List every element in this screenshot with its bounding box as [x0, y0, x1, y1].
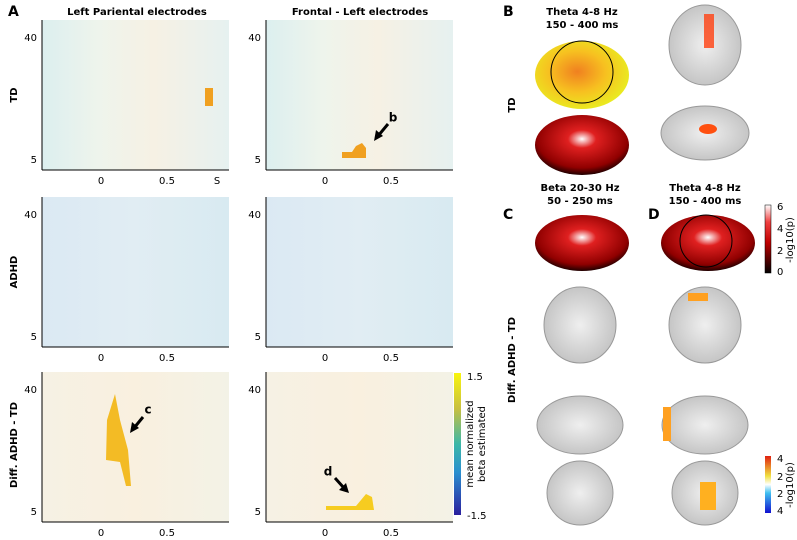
x-tick-label: 0.5 — [383, 176, 399, 187]
colorbar-label: -log10(p) — [785, 217, 796, 263]
brain-activation — [699, 124, 717, 134]
annotation: b — [389, 111, 398, 125]
colorbar-tick: 2 — [777, 472, 783, 483]
row-label: TD — [9, 87, 20, 102]
x-tick-label: 0 — [322, 528, 328, 539]
topomap — [535, 115, 629, 175]
cluster — [205, 88, 213, 106]
colorbar-label: -log10(p) — [785, 462, 796, 508]
panel-label: A — [8, 4, 19, 20]
panel-title: Beta 20-30 Hz — [540, 183, 619, 194]
x-tick-label: 0 — [322, 353, 328, 364]
brain-activation — [663, 407, 671, 441]
column-title: Frontal - Left electrodes — [292, 7, 428, 18]
y-tick-label: 40 — [248, 210, 261, 221]
colorbar-tick: 0 — [777, 267, 783, 278]
brain — [536, 395, 624, 455]
x-tick-label: 0 — [322, 176, 328, 187]
colorbar — [765, 456, 771, 513]
panel-label: B — [503, 4, 514, 20]
colorbar-tick: 2 — [777, 489, 783, 500]
annotation: d — [324, 465, 333, 479]
heatmap — [42, 20, 229, 170]
panel-title: 150 - 400 ms — [669, 196, 742, 207]
colorbar — [454, 373, 461, 515]
x-tick-label: 0.5 — [159, 353, 175, 364]
colorbar-tick: 4 — [777, 454, 783, 465]
colorbar-tick: 4 — [777, 506, 783, 517]
brain-activation — [704, 14, 714, 48]
colorbar — [764, 204, 772, 274]
y-tick-label: 40 — [24, 210, 37, 221]
cluster — [326, 494, 374, 510]
annotation: c — [144, 403, 151, 417]
brain — [668, 286, 742, 364]
y-tick-label: 40 — [24, 33, 37, 44]
column-title: Left Pariental electrodes — [67, 7, 207, 18]
arrow — [333, 476, 346, 490]
x-tick-label: 0.5 — [383, 353, 399, 364]
row-label: Diff. ADHD - TD — [9, 402, 20, 488]
topomap — [535, 41, 629, 109]
brain — [543, 286, 617, 364]
arrow-head — [339, 483, 349, 493]
brain-activation — [700, 482, 716, 510]
colorbar-tick: 1.5 — [467, 372, 483, 383]
x-tick-label: 0.5 — [159, 528, 175, 539]
panel-label: C — [503, 207, 513, 223]
brain — [546, 460, 614, 526]
colorbar-tick: -1.5 — [467, 511, 487, 522]
y-tick-label: 40 — [248, 33, 261, 44]
x-tick-label: 0 — [98, 176, 104, 187]
x-tick-label: 0.5 — [159, 176, 175, 187]
colorbar-label: beta estimated — [477, 406, 488, 482]
row-label: Diff. ADHD - TD — [507, 317, 518, 403]
x-tick-label: 0 — [98, 353, 104, 364]
x-tick-label: 0 — [98, 528, 104, 539]
static-shapes — [106, 4, 772, 526]
heatmap — [266, 372, 453, 522]
arrow-head — [374, 130, 383, 141]
brain — [661, 395, 749, 455]
heatmap — [42, 197, 229, 347]
heatmap — [42, 372, 229, 522]
panel-title: 50 - 250 ms — [547, 196, 613, 207]
heatmap — [266, 197, 453, 347]
y-tick-label: 5 — [31, 332, 37, 343]
row-label: TD — [507, 97, 518, 112]
topomap — [535, 215, 629, 271]
cluster — [106, 394, 131, 486]
y-tick-label: 5 — [255, 507, 261, 518]
y-tick-label: 5 — [255, 332, 261, 343]
row-label: ADHD — [9, 256, 20, 289]
y-tick-label: 5 — [31, 507, 37, 518]
topomap — [661, 215, 755, 271]
colorbar-tick: 2 — [777, 246, 783, 257]
y-tick-label: 5 — [255, 155, 261, 166]
panel-title: Theta 4-8 Hz — [546, 7, 618, 18]
colorbar-tick: 6 — [777, 202, 783, 213]
x-tick-label: S — [214, 176, 220, 187]
panel-title: 150 - 400 ms — [546, 20, 619, 31]
y-tick-label: 40 — [24, 385, 37, 396]
arrow-head — [130, 422, 139, 433]
x-tick-label: 0.5 — [383, 528, 399, 539]
cluster — [342, 143, 366, 158]
brain-activation — [688, 293, 708, 301]
panel-label: D — [648, 207, 660, 223]
y-tick-label: 40 — [248, 385, 261, 396]
head-outline — [679, 214, 733, 268]
colorbar-tick: 4 — [777, 224, 783, 235]
colorbar-label: mean normalized — [465, 400, 476, 487]
head-outline — [550, 40, 614, 104]
panel-title: Theta 4-8 Hz — [669, 183, 741, 194]
y-tick-label: 5 — [31, 155, 37, 166]
